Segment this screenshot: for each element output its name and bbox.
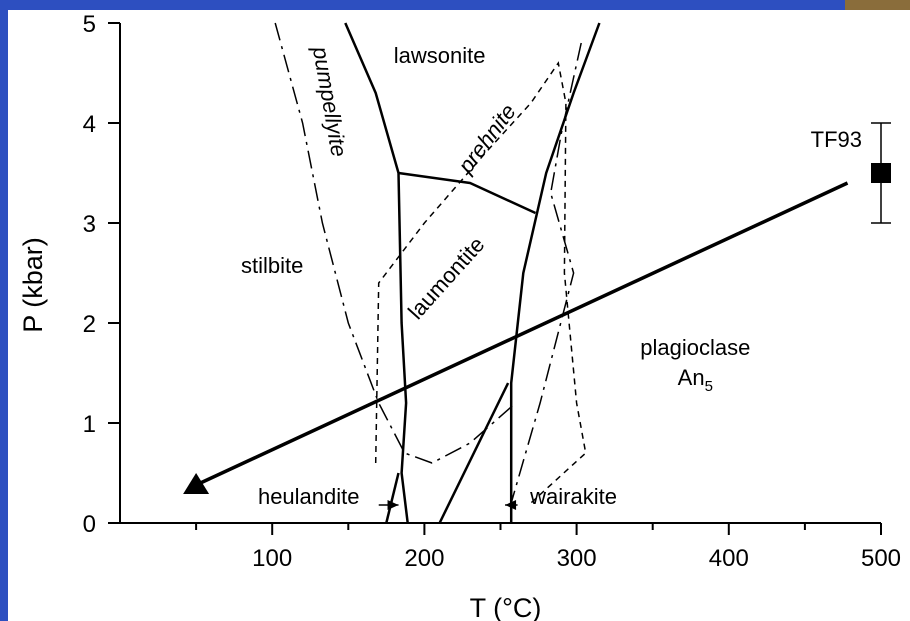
x-axis-title: T (°C) xyxy=(470,593,542,621)
field-label: stilbite xyxy=(241,253,303,278)
field-label-text: stilbite xyxy=(241,253,303,278)
dashed-boundary-line xyxy=(374,61,587,504)
callout-arrowhead xyxy=(387,500,399,510)
y-tick-label: 0 xyxy=(83,511,96,538)
callout-label: heulandite xyxy=(258,484,360,509)
solid-boundary-line xyxy=(509,22,601,523)
plot-panel: 100 200 300 400 500 0 1 2 3 4 5 TF93 lawsonite stilb… xyxy=(8,10,910,621)
x-tick-label: 300 xyxy=(557,545,597,572)
y-axis-title: P (kbar) xyxy=(18,237,48,333)
x-tick-label: 500 xyxy=(861,545,901,572)
solid-boundary-line xyxy=(344,22,409,524)
square-marker xyxy=(871,163,891,183)
field-label-subscript: 5 xyxy=(705,378,713,395)
field-label: laumontite xyxy=(403,232,490,324)
field-label-text: lawsonite xyxy=(394,43,486,68)
solid-boundary-line xyxy=(438,382,510,524)
y-tick-label: 2 xyxy=(83,311,96,338)
solid-boundary-line xyxy=(385,472,400,524)
phase-diagram: 100 200 300 400 500 0 1 2 3 4 5 TF93 lawsonite stilb… xyxy=(18,11,901,621)
solid-boundary-line xyxy=(398,171,537,215)
x-tick-label: 400 xyxy=(709,545,749,572)
x-tick-label: 100 xyxy=(252,545,292,572)
boundary-lines xyxy=(183,22,891,524)
italic-mineral-label: prehnite xyxy=(452,99,520,178)
x-tick-label: 200 xyxy=(404,545,444,572)
reference-label: TF93 xyxy=(811,127,862,152)
field-label: plagioclase xyxy=(640,335,750,360)
pt-path-line xyxy=(195,181,849,487)
y-tick-label: 1 xyxy=(83,411,96,438)
field-label: An5 xyxy=(678,365,713,395)
callout-arrowhead xyxy=(505,500,517,510)
field-label-text: laumontite xyxy=(403,232,490,324)
y-tick-label: 5 xyxy=(83,11,96,38)
y-tick-label: 4 xyxy=(83,111,96,138)
field-label: lawsonite xyxy=(394,43,486,68)
callout-label: wairakite xyxy=(529,484,617,509)
field-label-text: plagioclase xyxy=(640,335,750,360)
field-label-text: An xyxy=(678,365,705,390)
y-tick-label: 3 xyxy=(83,211,96,238)
triangle-marker xyxy=(183,473,210,494)
diagram-labels: TF93 lawsonite stilbite laumontite plagiocla… xyxy=(241,43,862,509)
dash-dot-boundary-line xyxy=(510,42,582,504)
dash-dot-boundary-line xyxy=(274,22,517,464)
italic-mineral-label: pumpellyite xyxy=(308,44,352,159)
axes: 100 200 300 400 500 0 1 2 3 4 5 xyxy=(83,11,901,572)
